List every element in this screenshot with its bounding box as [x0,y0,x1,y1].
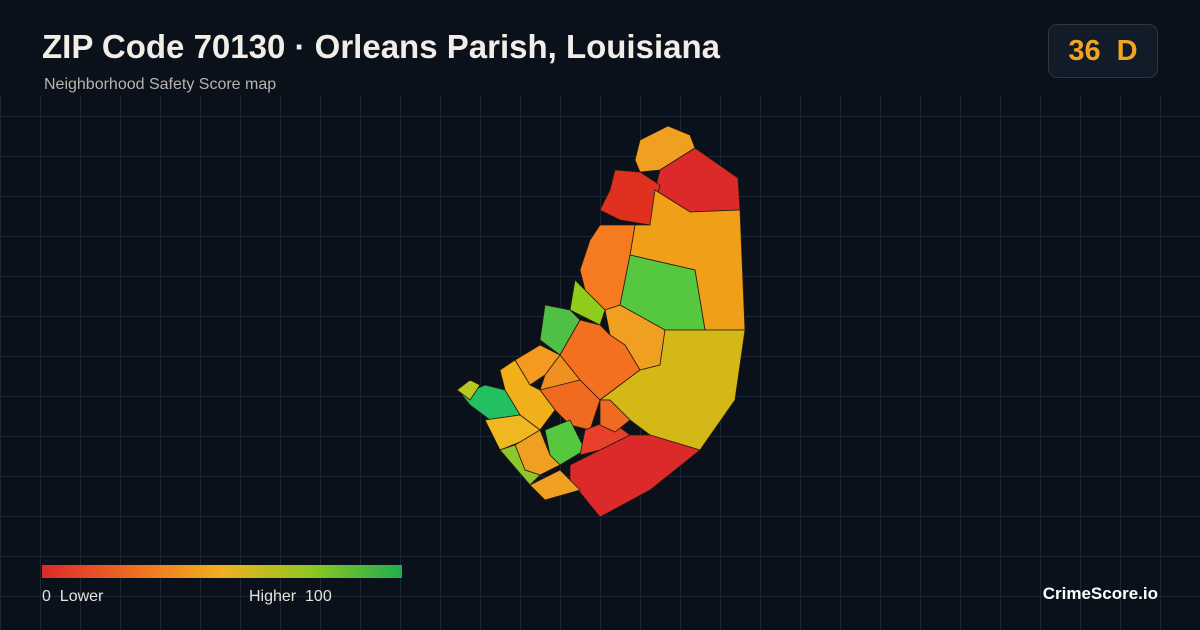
legend-max-value: 100 [305,588,332,605]
legend-max: Higher 100 [249,588,332,606]
legend-min: 0 Lower [42,588,103,606]
legend-max-label: Higher [249,588,297,605]
title: ZIP Code 70130 · Orleans Parish, Louisia… [42,28,720,65]
brand: CrimeScore.io [1042,584,1158,603]
subtitle: Neighborhood Safety Score map [44,76,277,93]
legend-gradient [42,565,402,578]
neighborhoods [456,125,746,518]
score-badge: 36 D [1048,24,1158,78]
legend-min-value: 0 [42,588,51,605]
score-value: 36 [1068,34,1101,67]
legend-min-label: Lower [59,588,104,605]
score-grade: D [1116,34,1138,67]
